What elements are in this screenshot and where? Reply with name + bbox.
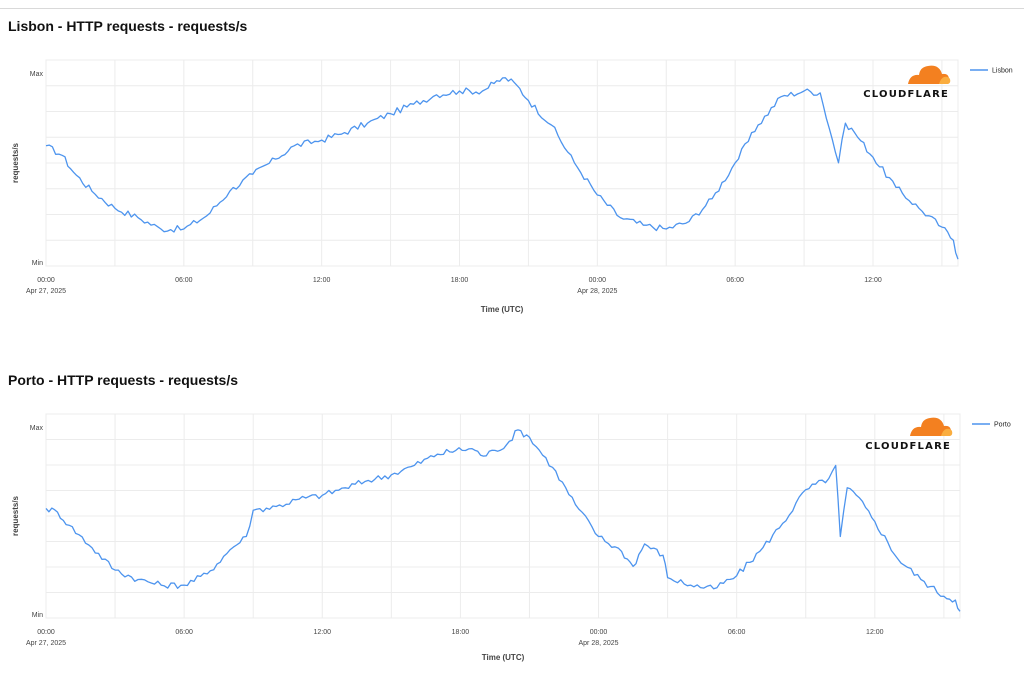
x-tick-label: 00:00	[590, 629, 608, 636]
x-tick-label: 06:00	[728, 629, 746, 636]
x-tick-label: 12:00	[864, 277, 882, 284]
y-tick-label: Min	[32, 612, 43, 619]
cloudflare-logo: CLOUDFLARE	[865, 417, 953, 452]
legend-label: Lisbon	[992, 68, 1013, 75]
grid	[45, 413, 961, 619]
chart-title: Lisbon - HTTP requests - requests/s	[8, 18, 248, 34]
chart-title: Porto - HTTP requests - requests/s	[8, 372, 239, 388]
x-tick-label: 18:00	[451, 277, 469, 284]
y-axis-title: requests/s	[11, 495, 20, 536]
x-axis-title: Time (UTC)	[482, 653, 525, 662]
x-tick-label: 00:00	[37, 629, 55, 636]
grid	[45, 59, 959, 267]
y-tick-label: Min	[32, 260, 43, 267]
x-tick-label: 00:00	[589, 277, 607, 284]
x-axis-title: Time (UTC)	[481, 305, 524, 314]
legend: Lisbon	[970, 68, 1013, 75]
x-tick-label: 06:00	[726, 277, 744, 284]
porto-chart: Max Min 00:00 Apr 27, 2025 06:00 12:00 18:00 00…	[11, 413, 1011, 662]
cloudflare-logo: CLOUDFLARE	[863, 65, 951, 100]
y-axis-title: requests/s	[11, 142, 20, 183]
x-tick-date-label: Apr 27, 2025	[26, 288, 66, 295]
x-tick-label: 00:00	[37, 277, 55, 284]
y-tick-label: Max	[30, 425, 44, 432]
series-line-lisbon	[45, 77, 959, 260]
x-tick-label: 12:00	[314, 629, 332, 636]
cloudflare-wordmark: CLOUDFLARE	[863, 89, 949, 100]
lisbon-panel: Lisbon - HTTP requests - requests/s Max M…	[8, 18, 1013, 314]
legend: Porto	[972, 422, 1011, 429]
x-tick-label: 12:00	[313, 277, 331, 284]
legend-label: Porto	[994, 422, 1011, 429]
x-tick-date-label: Apr 28, 2025	[577, 288, 617, 295]
x-tick-label: 12:00	[866, 629, 884, 636]
cloud-logo-icon	[910, 417, 953, 436]
series-line-porto	[45, 429, 961, 612]
x-tick-date-label: Apr 27, 2025	[26, 640, 66, 647]
top-divider	[0, 8, 1024, 9]
cloud-logo-icon	[908, 65, 951, 84]
x-tick-label: 06:00	[175, 277, 193, 284]
x-tick-date-label: Apr 28, 2025	[578, 640, 618, 647]
y-tick-label: Max	[30, 71, 44, 78]
cloudflare-wordmark: CLOUDFLARE	[865, 441, 951, 452]
x-tick-label: 06:00	[175, 629, 193, 636]
lisbon-chart: Max Min 00:00 Apr 27, 2025 06:00 12:00 18:00 00…	[11, 59, 1013, 314]
x-tick-label: 18:00	[452, 629, 470, 636]
porto-panel: Porto - HTTP requests - requests/s Max Mi…	[0, 352, 1024, 678]
